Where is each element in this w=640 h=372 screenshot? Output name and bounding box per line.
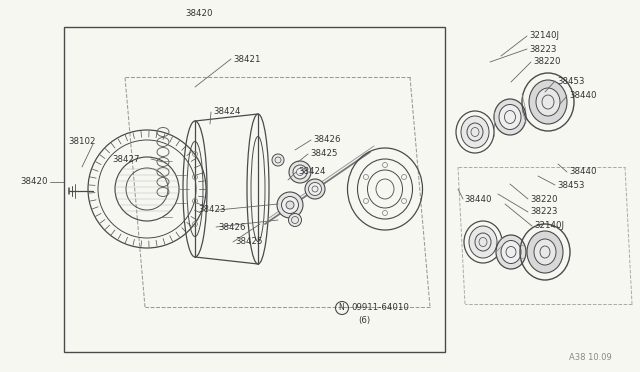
Text: 38102: 38102 (68, 138, 95, 147)
Ellipse shape (496, 235, 526, 269)
Text: 09911-64010: 09911-64010 (351, 304, 409, 312)
Text: (6): (6) (358, 315, 370, 324)
Text: A38 10.09: A38 10.09 (569, 353, 612, 362)
Text: 38223: 38223 (529, 45, 557, 54)
Text: 32140J: 32140J (534, 221, 564, 231)
Ellipse shape (282, 196, 298, 214)
Text: 38440: 38440 (569, 167, 596, 176)
Text: 38223: 38223 (530, 208, 557, 217)
Ellipse shape (286, 201, 294, 209)
Ellipse shape (536, 88, 560, 116)
Text: 38220: 38220 (530, 195, 557, 203)
Text: 38421: 38421 (233, 55, 260, 64)
Ellipse shape (272, 154, 284, 166)
Text: 38453: 38453 (557, 77, 584, 86)
Text: 38425: 38425 (235, 237, 262, 247)
Ellipse shape (305, 179, 325, 199)
Ellipse shape (529, 80, 567, 124)
Text: 38426: 38426 (218, 222, 246, 231)
Ellipse shape (289, 214, 301, 227)
Text: 38426: 38426 (313, 135, 340, 144)
Bar (64, 27, 445, 352)
Text: N: N (338, 304, 344, 312)
Text: 38425: 38425 (310, 150, 337, 158)
Text: 38423: 38423 (198, 205, 225, 215)
Ellipse shape (501, 241, 521, 263)
Ellipse shape (293, 165, 307, 179)
Ellipse shape (527, 231, 563, 273)
Text: 38440: 38440 (569, 92, 596, 100)
Ellipse shape (469, 226, 497, 258)
Text: 32140J: 32140J (529, 32, 559, 41)
Text: 38220: 38220 (533, 58, 561, 67)
Text: 38420: 38420 (20, 177, 47, 186)
Text: 38424: 38424 (213, 108, 241, 116)
Ellipse shape (289, 161, 311, 183)
Text: 38453: 38453 (557, 180, 584, 189)
Text: 38424: 38424 (298, 167, 326, 176)
Text: 38440: 38440 (464, 195, 492, 203)
Ellipse shape (499, 105, 521, 129)
Ellipse shape (461, 116, 489, 148)
Text: 38420: 38420 (185, 10, 212, 19)
Ellipse shape (494, 99, 526, 135)
Text: 38427: 38427 (112, 154, 140, 164)
Ellipse shape (534, 239, 556, 265)
Ellipse shape (277, 192, 303, 218)
Ellipse shape (308, 183, 321, 196)
